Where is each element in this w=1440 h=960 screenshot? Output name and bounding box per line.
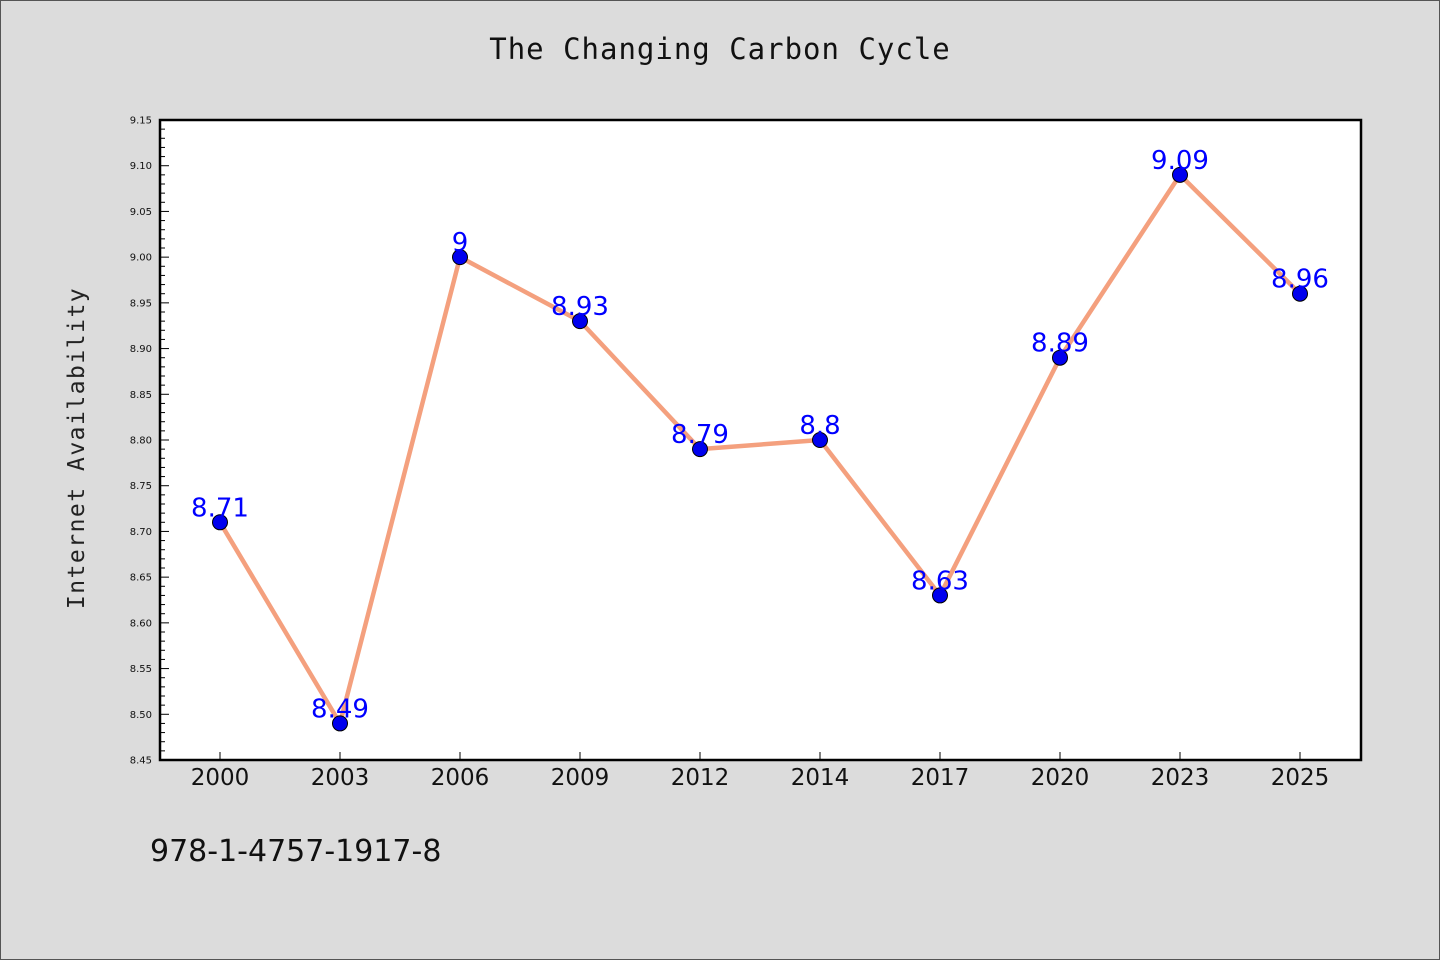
data-point	[1052, 349, 1068, 366]
x-tick-label: 2000	[191, 765, 250, 791]
x-tick-label: 2020	[1031, 765, 1090, 791]
x-tick-label: 2003	[311, 765, 370, 791]
data-point	[1172, 166, 1188, 183]
y-axis: 8.45 8.50 8.55 8.60 8.65 8.70 8.75 8.80 8.85 8.90…	[130, 116, 169, 767]
y-tick-label: 8.65	[130, 573, 152, 584]
data-label: 9	[452, 228, 469, 258]
x-tick-label: 2006	[431, 765, 490, 791]
data-label: 8.49	[311, 694, 369, 724]
y-tick-label: 9.00	[130, 253, 152, 264]
y-tick-label: 8.60	[130, 618, 152, 629]
y-tick-label: 8.95	[130, 298, 152, 309]
y-tick-label: 8.75	[130, 481, 152, 492]
data-label: 8.8	[799, 411, 840, 441]
chart-title: The Changing Carbon Cycle	[489, 32, 951, 66]
data-point	[572, 313, 588, 330]
data-label: 8.89	[1031, 329, 1089, 359]
data-labels: 8.71 8.49 9 8.93 8.79 8.8 8.63 8.89 9.09 8.96	[191, 146, 1329, 725]
x-tick-label: 2025	[1271, 765, 1330, 791]
y-tick-label: 9.15	[130, 116, 152, 127]
y-tick-label: 8.55	[130, 664, 152, 675]
series-line	[217, 172, 1303, 726]
plot-area	[158, 118, 1363, 762]
x-tick-label: 2023	[1151, 765, 1210, 791]
x-tick-label: 2014	[791, 765, 850, 791]
data-point	[452, 249, 468, 266]
data-label: 8.93	[551, 292, 609, 322]
x-tick-label: 2009	[551, 765, 610, 791]
isbn-text: 978-1-4757-1917-8	[150, 834, 442, 869]
y-tick-label: 8.50	[130, 710, 152, 721]
data-point	[1292, 285, 1308, 302]
y-tick-label: 9.05	[130, 207, 152, 218]
data-point	[812, 432, 828, 448]
y-tick-label: 8.80	[130, 436, 152, 447]
y-tick-label: 8.85	[130, 390, 152, 401]
x-tick-label: 2012	[671, 765, 730, 791]
y-tick-label: 8.70	[130, 527, 152, 538]
data-label: 8.96	[1271, 265, 1329, 295]
y-tick-label: 8.90	[130, 344, 152, 355]
data-label: 9.09	[1151, 146, 1209, 176]
series	[212, 166, 1308, 732]
y-tick-label: 9.10	[130, 161, 152, 172]
data-label: 8.63	[911, 566, 969, 596]
data-point	[932, 587, 948, 604]
data-point	[692, 441, 708, 458]
y-tick-label: 8.45	[130, 756, 152, 767]
data-point	[332, 715, 348, 732]
x-tick-label: 2017	[911, 765, 970, 791]
data-label: 8.79	[671, 420, 729, 450]
x-axis: 2000 2003 2006 2009 2012 2014 2017 2020 2023 2025	[191, 752, 1330, 791]
data-point	[212, 514, 228, 531]
data-label: 8.71	[191, 493, 249, 523]
